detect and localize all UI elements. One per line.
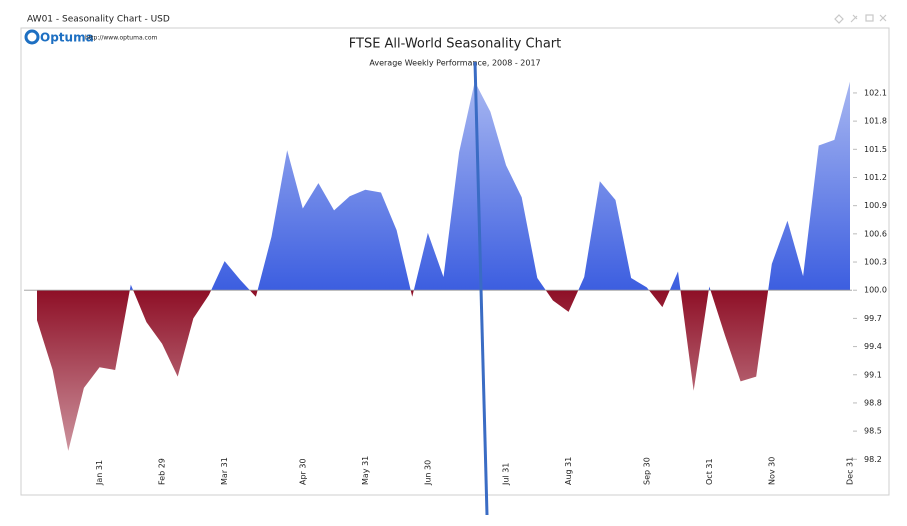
y-tick-label: 98.2 bbox=[864, 455, 882, 464]
icon-pin[interactable] bbox=[850, 14, 858, 23]
y-tick-label: 99.7 bbox=[864, 314, 882, 323]
x-tick-label: Aug 31 bbox=[564, 457, 573, 485]
x-tick-label: Feb 29 bbox=[158, 458, 167, 485]
chart-subtitle: Average Weekly Performance, 2008 - 2017 bbox=[369, 59, 540, 68]
y-tick-label: 100.0 bbox=[864, 286, 887, 295]
logo-url: http://www.optuma.com bbox=[85, 35, 157, 42]
plot: 98.2 98.5 98.8 99.1 99.4 99.7 100.0 100.3 100.6 1… bbox=[24, 81, 887, 486]
window-title: AW01 - Seasonality Chart - USD bbox=[27, 15, 170, 25]
icon-diamond[interactable] bbox=[834, 14, 844, 24]
y-tick-label: 101.8 bbox=[864, 117, 887, 126]
logo-brand: Optuma bbox=[40, 31, 94, 45]
y-tick-label: 99.1 bbox=[864, 370, 882, 379]
area-below bbox=[37, 290, 769, 451]
x-tick-label: Apr 30 bbox=[298, 458, 307, 485]
x-tick-label: Nov 30 bbox=[767, 457, 776, 485]
x-tick-label: May 31 bbox=[361, 456, 370, 485]
y-tick-label: 102.1 bbox=[864, 88, 887, 97]
drawn-trendline[interactable] bbox=[473, 61, 489, 516]
x-tick-label: Sep 30 bbox=[642, 457, 651, 485]
y-tick-label: 98.5 bbox=[864, 427, 882, 436]
y-tick-label: 98.8 bbox=[864, 398, 882, 407]
x-tick-label: Jan 31 bbox=[95, 460, 104, 486]
icon-close[interactable] bbox=[879, 14, 887, 22]
window-controls[interactable] bbox=[834, 14, 887, 24]
y-tick-label: 100.6 bbox=[864, 229, 887, 238]
logo-icon bbox=[24, 29, 40, 45]
x-tick-label: Mar 31 bbox=[220, 457, 229, 485]
x-tick-label: Oct 31 bbox=[705, 458, 714, 485]
chart-title: FTSE All-World Seasonality Chart bbox=[349, 37, 561, 52]
y-tick-label: 101.2 bbox=[864, 173, 887, 182]
icon-restore[interactable] bbox=[865, 14, 874, 22]
y-tick-label: 101.5 bbox=[864, 145, 887, 154]
y-tick-label: 100.3 bbox=[864, 258, 887, 267]
x-tick-label: Jul 31 bbox=[502, 463, 511, 486]
x-tick-label: Jun 30 bbox=[423, 460, 432, 486]
x-tick-label: Dec 31 bbox=[846, 457, 855, 485]
y-tick-label: 99.4 bbox=[864, 342, 882, 351]
y-tick-label: 100.9 bbox=[864, 201, 887, 210]
